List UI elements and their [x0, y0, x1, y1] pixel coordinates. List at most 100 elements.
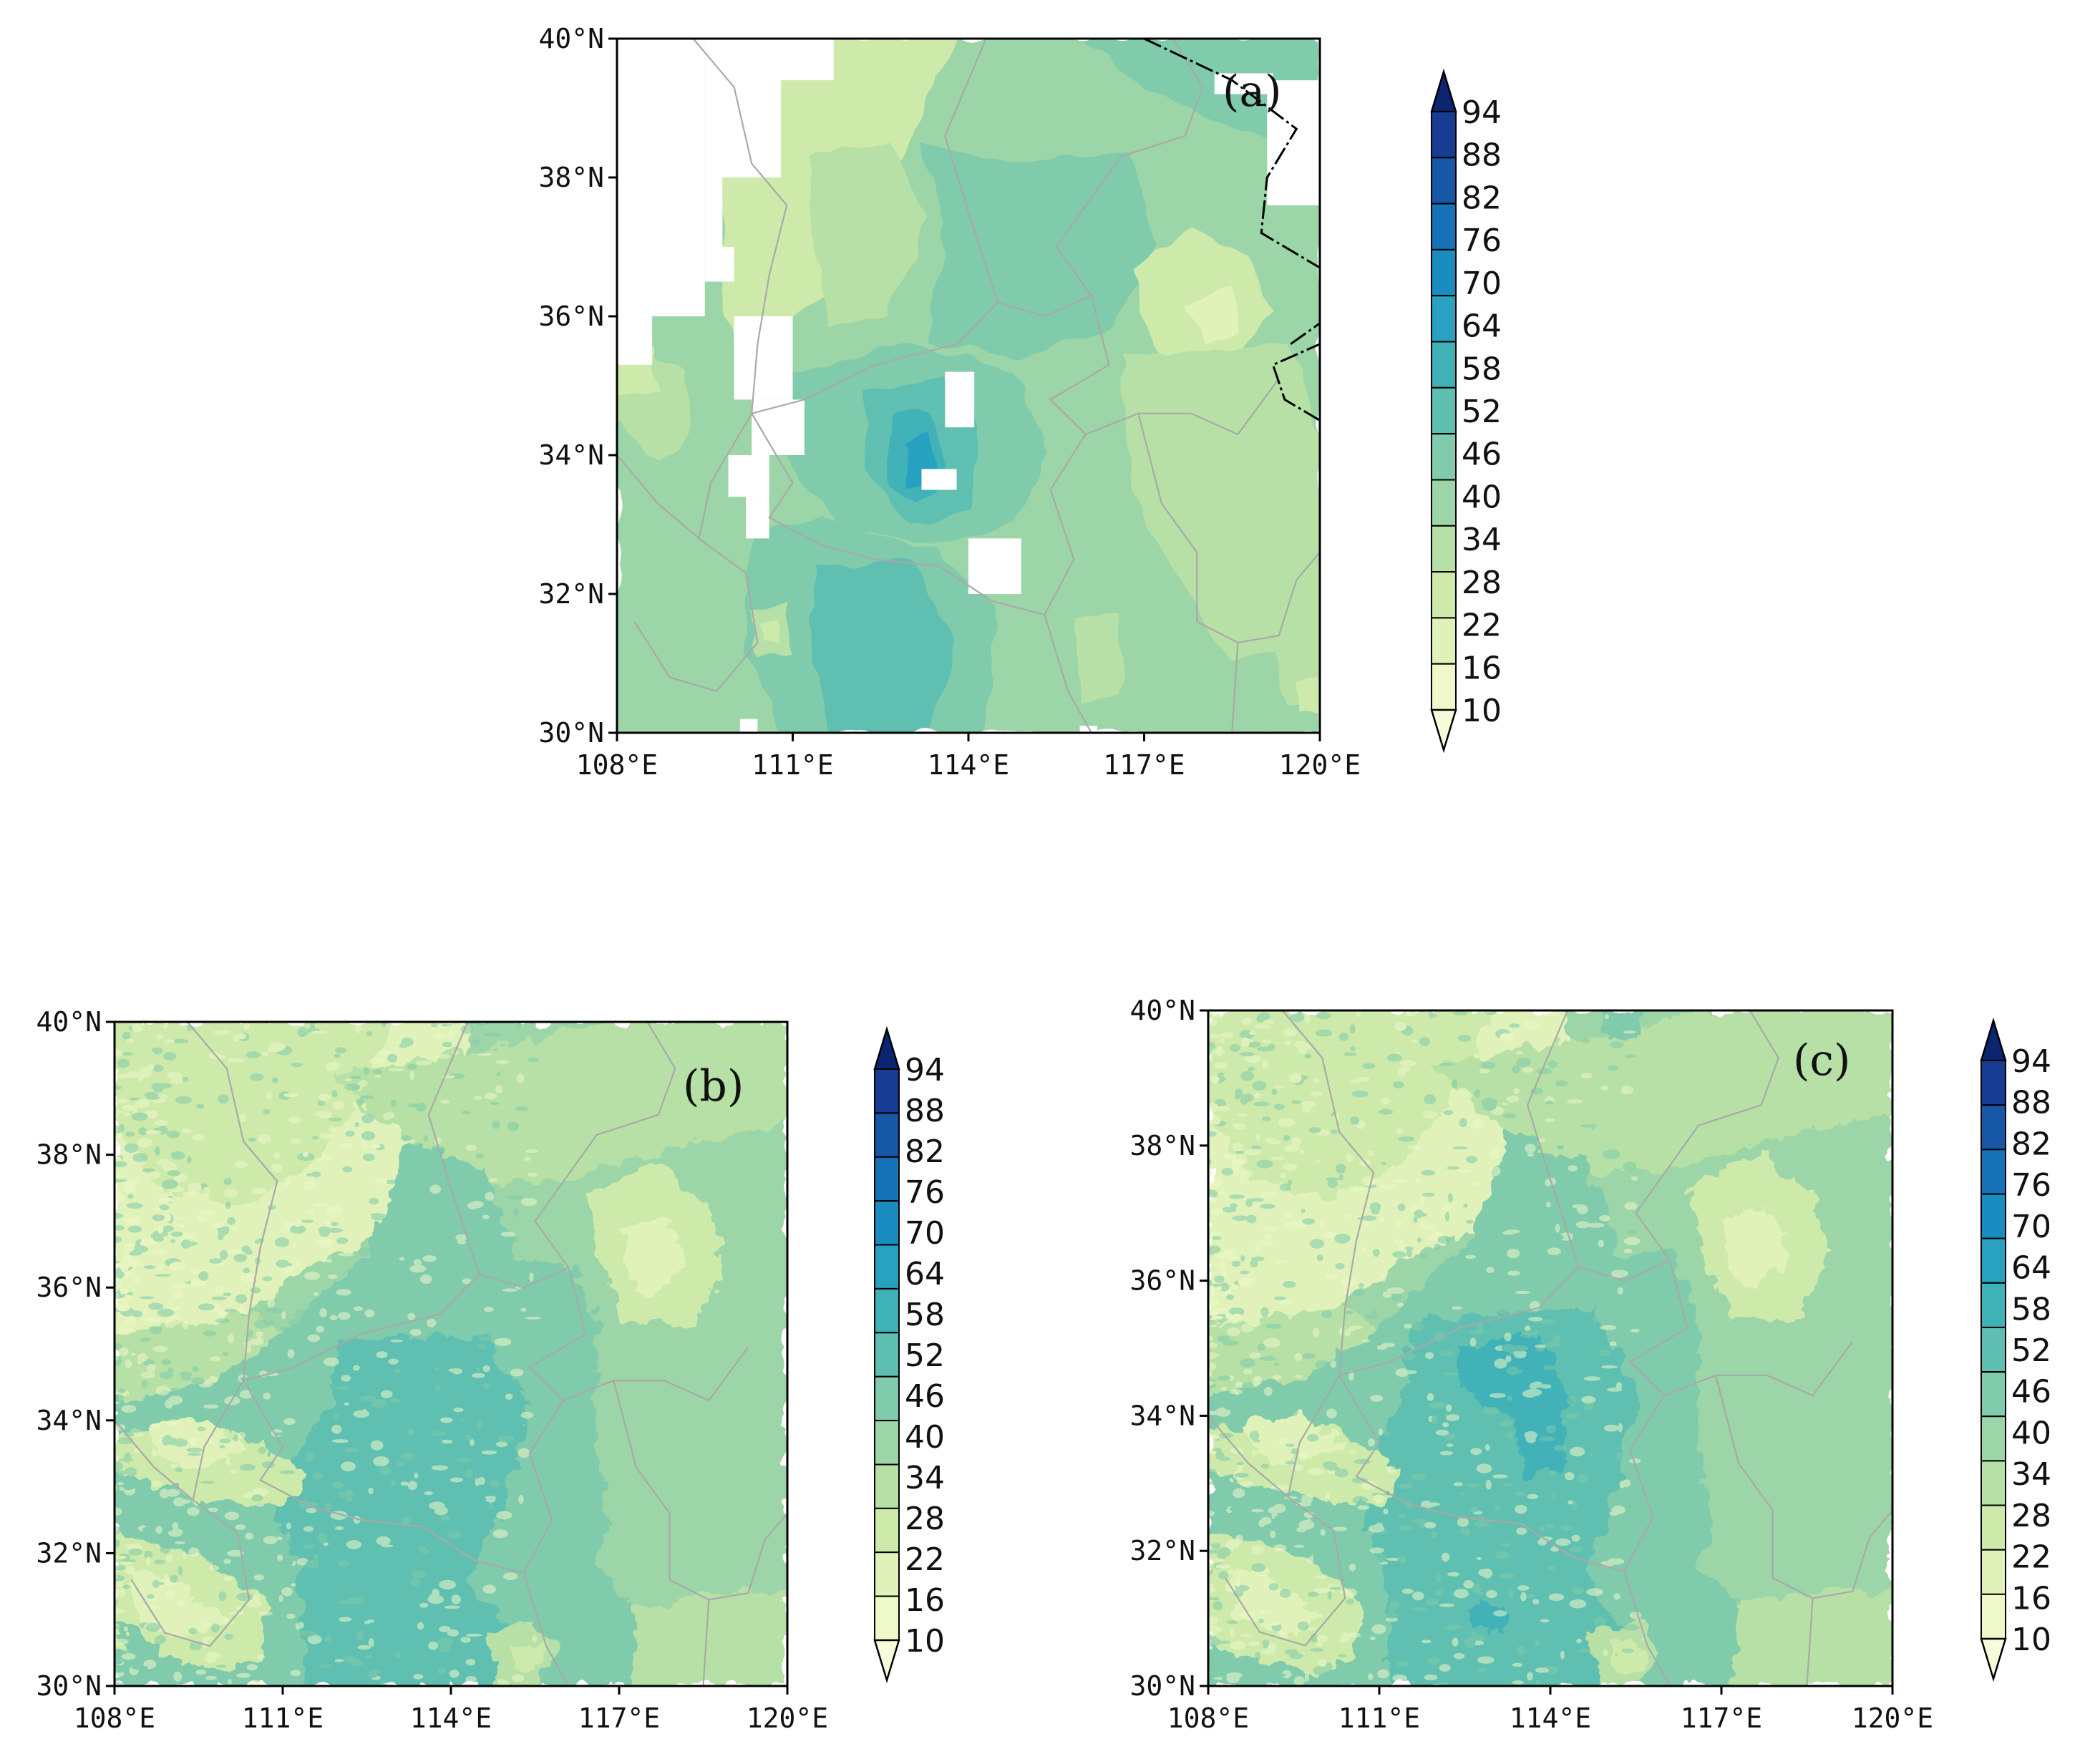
- panel-b-terrain-speck: [502, 1572, 518, 1580]
- panel-a-missing-cell: [704, 177, 723, 247]
- panel-c-terrain-speck: [1361, 1481, 1378, 1490]
- panel-b-terrain-speck: [243, 1022, 251, 1030]
- panel-b-terrain-speck: [439, 1625, 451, 1632]
- panel-b-terrain-speck: [283, 1177, 291, 1186]
- panel-c-terrain-speck: [1576, 1638, 1582, 1644]
- panel-b-terrain-speck: [223, 1292, 232, 1297]
- panel-c-terrain-speck: [1482, 1103, 1497, 1111]
- panel-c-terrain-speck: [1560, 1650, 1565, 1660]
- panel-b-terrain-speck: [409, 1264, 427, 1273]
- panel-c-terrain-speck: [1545, 1524, 1555, 1529]
- panel-b-terrain-speck: [520, 1411, 534, 1419]
- panel-c-terrain-speck: [1527, 1153, 1534, 1157]
- panel-c-terrain-speck: [1514, 1351, 1527, 1359]
- panel-b-terrain-speck: [117, 1306, 130, 1312]
- panel-c-terrain-speck: [1406, 1248, 1413, 1257]
- panel-c-terrain-speck: [1303, 1511, 1315, 1519]
- colorbar-swatch: [1431, 663, 1457, 711]
- panel-c-terrain-speck: [1286, 1504, 1292, 1511]
- panel-c-terrain-speck: [1620, 1086, 1633, 1095]
- panel-c-terrain-speck: [1314, 1575, 1328, 1579]
- panel-c-terrain-speck: [1261, 1116, 1270, 1121]
- panel-b-terrain-speck: [254, 1239, 261, 1244]
- panel-c-terrain-speck: [1416, 1237, 1422, 1243]
- panel-c-terrain-speck: [1217, 1261, 1226, 1270]
- panel-b-terrain-speck: [323, 1357, 339, 1367]
- panel-c-terrain-speck: [1273, 1484, 1289, 1491]
- panel-b-terrain-speck: [484, 1093, 497, 1100]
- panel-b-terrain-speck: [273, 1151, 281, 1159]
- panel-b-terrain-speck: [303, 1151, 309, 1158]
- panel-b-terrain-speck: [131, 1179, 138, 1185]
- panel-b-terrain-speck: [262, 1276, 273, 1282]
- panel-c-terrain-speck: [1250, 1198, 1264, 1202]
- colorbar-swatch: [874, 1551, 900, 1597]
- panel-c-terrain-speck: [1316, 1012, 1331, 1020]
- panel-b-terrain-speck: [290, 1670, 301, 1677]
- panel-b-terrain-speck: [434, 1506, 448, 1516]
- panel-b-terrain-speck: [358, 1282, 372, 1292]
- panel-c-terrain-speck: [1424, 1504, 1436, 1508]
- panel-b-terrain-speck: [184, 1241, 198, 1247]
- panel-b-terrain-speck: [115, 1355, 122, 1365]
- panel-b-terrain-speck: [209, 1258, 223, 1264]
- panel-b-terrain-speck: [202, 1621, 208, 1628]
- panel-c-terrain-speck: [1495, 1551, 1510, 1559]
- panel-c-terrain-speck: [1241, 1018, 1253, 1025]
- panel-b-terrain-speck: [360, 1095, 374, 1099]
- panel-c-terrain-speck: [1396, 1660, 1409, 1667]
- panel-b-terrain-speck: [144, 1605, 158, 1609]
- panel-a-missing-cell: [704, 247, 734, 282]
- panel-b-terrain-speck: [374, 1178, 387, 1185]
- panel-c-terrain-speck: [1422, 1192, 1436, 1197]
- panel-b-terrain-speck: [161, 1359, 171, 1365]
- panel-b-terrain-speck: [313, 1292, 319, 1296]
- panel-b-terrain-speck: [251, 1488, 268, 1497]
- panel-c-terrain-speck: [1437, 1235, 1452, 1244]
- panel-b-terrain-speck: [452, 1368, 463, 1375]
- panel-b-terrain-speck: [138, 1076, 143, 1082]
- panel-c-terrain-speck: [1255, 1652, 1261, 1661]
- panel-c-terrain-speck: [1210, 1076, 1220, 1084]
- panel-c-terrain-speck: [1535, 1667, 1550, 1673]
- panel-b-terrain-speck: [492, 1529, 508, 1539]
- panel-b-terrain-speck: [157, 1264, 164, 1272]
- y-tick-label: 38°N: [538, 162, 604, 193]
- panel-b-terrain-speck: [188, 1547, 200, 1558]
- panel-b-terrain-speck: [199, 1210, 215, 1217]
- panel-b-terrain-speck: [390, 1339, 403, 1343]
- panel-a-province-border: [633, 413, 759, 693]
- panel-c-terrain-speck: [1415, 1179, 1421, 1184]
- panel-c-terrain-speck: [1260, 1307, 1269, 1317]
- panel-c-terrain-speck: [1517, 1645, 1525, 1655]
- panel-b-terrain-speck: [155, 1526, 163, 1534]
- panel-c-terrain-speck: [1249, 1431, 1260, 1441]
- panel-c-terrain-speck: [1345, 1328, 1356, 1332]
- panel-b-terrain-speck: [403, 1214, 414, 1221]
- panel-b-terrain-speck: [115, 1565, 126, 1571]
- panel-b-terrain-speck: [266, 1091, 273, 1100]
- panel-b-terrain-speck: [482, 1365, 490, 1373]
- panel-c-terrain-speck: [1464, 1638, 1476, 1649]
- panel-c-terrain-speck: [1273, 1296, 1287, 1300]
- panel-b-province-border: [130, 1380, 251, 1647]
- panel-c-terrain-speck: [1623, 1471, 1639, 1476]
- panel-c-terrain-speck: [1229, 1506, 1243, 1511]
- panel-b-terrain-speck: [303, 1543, 315, 1549]
- panel-b-terrain-speck: [333, 1413, 340, 1421]
- colorbar-swatch: [1431, 111, 1457, 159]
- panel-c-terrain-speck: [1517, 1585, 1530, 1591]
- panel-c-terrain-speck: [1251, 1545, 1265, 1555]
- panel-c-terrain-speck: [1294, 1041, 1306, 1049]
- panel-b-terrain-speck: [160, 1094, 169, 1099]
- panel-b-terrain-speck: [287, 1349, 295, 1358]
- panel-c-terrain-speck: [1215, 1640, 1231, 1644]
- colorbar-swatch: [874, 1244, 900, 1290]
- panel-b-terrain-speck: [369, 1197, 379, 1205]
- panel-c-terrain-speck: [1273, 1085, 1285, 1089]
- colorbar-level-label: 10: [2011, 1622, 2051, 1658]
- panel-b-terrain-speck: [215, 1286, 223, 1294]
- panel-c-terrain-speck: [1583, 1376, 1601, 1381]
- panel-b-terrain-speck: [122, 1031, 131, 1040]
- panel-c-terrain-speck: [1454, 1589, 1469, 1599]
